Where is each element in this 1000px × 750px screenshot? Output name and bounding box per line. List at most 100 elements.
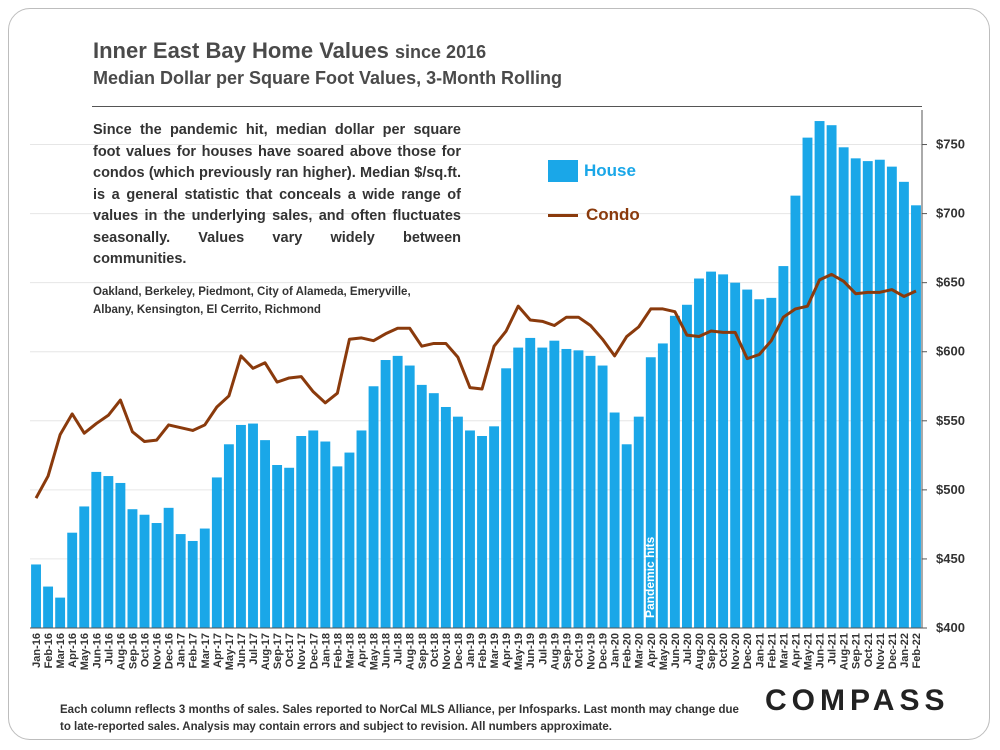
y-tick-label: $450	[936, 551, 965, 566]
bar-house	[416, 384, 427, 628]
bar-house	[31, 564, 41, 628]
x-tick-label: Feb-21	[766, 633, 778, 668]
x-tick-label: Jul-16	[103, 633, 115, 665]
bar-house	[91, 471, 102, 628]
x-tick-label: Mar-20	[634, 633, 646, 668]
x-tick-label: Dec-18	[453, 633, 465, 669]
bar-house	[440, 406, 451, 628]
x-tick-label: Feb-20	[622, 633, 634, 668]
bar-house	[139, 514, 150, 628]
x-tick-label: May-18	[369, 633, 381, 670]
x-tick-label: Sep-20	[706, 633, 718, 669]
x-tick-label: Jan-20	[610, 633, 622, 668]
bar-house	[657, 343, 668, 628]
bar-house	[175, 534, 186, 628]
x-tick-label: Jun-20	[670, 633, 682, 668]
x-tick-label: Jun-17	[236, 633, 248, 668]
bar-house	[344, 452, 355, 628]
x-tick-label: Mar-17	[200, 633, 212, 668]
x-tick-label: May-16	[79, 633, 91, 670]
bar-house	[151, 523, 162, 628]
bar-house	[223, 444, 234, 628]
bar-house	[115, 482, 126, 628]
bar-house	[392, 355, 403, 628]
x-tick-label: Dec-19	[598, 633, 610, 669]
x-tick-label: Nov-19	[586, 633, 598, 670]
x-tick-label: Dec-21	[887, 633, 899, 669]
x-tick-label: Sep-19	[561, 633, 573, 669]
x-tick-label: Feb-17	[188, 633, 200, 668]
x-tick-label: May-17	[224, 633, 236, 670]
x-tick-label: Oct-17	[284, 633, 296, 667]
chart-subtitle: Median Dollar per Square Foot Values, 3-…	[93, 68, 563, 88]
bar-house	[585, 355, 596, 628]
bar-house	[513, 347, 524, 628]
legend-condo-label: Condo	[586, 205, 640, 224]
bar-house	[826, 125, 837, 628]
bar-house	[537, 347, 548, 628]
bar-house	[549, 340, 560, 628]
bar-house	[320, 441, 331, 628]
x-tick-label: Nov-20	[730, 633, 742, 670]
bar-house	[452, 416, 463, 628]
bar-house	[778, 266, 789, 628]
y-tick-label: $500	[936, 482, 965, 497]
bar-house	[730, 282, 741, 628]
bar-house	[838, 147, 849, 628]
x-tick-label: Apr-16	[67, 633, 79, 668]
bar-house	[633, 416, 644, 628]
x-tick-label: Jan-19	[465, 633, 477, 668]
bar-house	[597, 365, 608, 628]
x-tick-label: Aug-20	[694, 633, 706, 670]
annotation-pandemic-hits: Pandemic hits	[643, 536, 657, 618]
x-tick-label: Jul-17	[248, 633, 260, 665]
bar-house	[802, 137, 813, 629]
bar-house	[718, 274, 729, 628]
bar-house	[67, 532, 78, 628]
chart-description: Since the pandemic hit, median dollar pe…	[93, 122, 461, 267]
bar-house	[260, 440, 270, 628]
x-tick-label: Mar-21	[778, 633, 790, 668]
x-tick-label: Oct-19	[573, 633, 585, 667]
x-tick-label: Feb-18	[332, 633, 344, 668]
x-tick-label: Jul-20	[682, 633, 694, 665]
legend-house-swatch	[548, 160, 578, 182]
bar-house	[103, 476, 114, 628]
bar-house	[850, 158, 861, 628]
bar-house	[645, 357, 656, 628]
bar-house	[284, 467, 295, 628]
bar-house	[248, 423, 258, 628]
footer-note: Each column reflects 3 months of sales. …	[60, 704, 739, 733]
x-tick-label: Aug-19	[549, 633, 561, 670]
legend-house: House	[548, 160, 636, 182]
x-tick-label: Jan-17	[176, 633, 188, 668]
x-tick-label: Jan-18	[320, 633, 332, 668]
bar-house	[898, 181, 909, 628]
x-tick-label: May-19	[513, 633, 525, 670]
bar-house	[525, 337, 536, 628]
bar-house	[911, 205, 921, 628]
x-tick-label: Apr-18	[356, 633, 368, 668]
x-tick-label: Feb-22	[911, 633, 923, 668]
compass-logo: COMPASS	[765, 684, 950, 717]
bar-house	[332, 466, 343, 628]
bar-house	[706, 271, 716, 628]
x-tick-label: Jan-22	[899, 633, 911, 668]
bar-house	[682, 304, 692, 628]
bar-house	[368, 386, 379, 628]
x-tick-label: Apr-17	[212, 633, 224, 668]
bar-house	[163, 507, 174, 628]
bar-house	[465, 430, 475, 628]
x-tick-label: Jul-21	[827, 633, 839, 665]
chart-title-suffix: since 2016	[395, 42, 487, 62]
x-tick-label: May-21	[802, 633, 814, 670]
cities-note: Oakland, Berkeley, Piedmont, City of Ala…	[93, 286, 411, 316]
legend-condo: Condo	[548, 205, 640, 225]
x-tick-label: Dec-17	[308, 633, 320, 669]
bar-house	[55, 597, 66, 628]
bar-house	[790, 195, 801, 628]
x-tick-label: Jan-16	[31, 633, 43, 668]
bar-house	[766, 297, 777, 628]
y-tick-label: $550	[936, 413, 965, 428]
x-tick-label: Dec-20	[742, 633, 754, 669]
